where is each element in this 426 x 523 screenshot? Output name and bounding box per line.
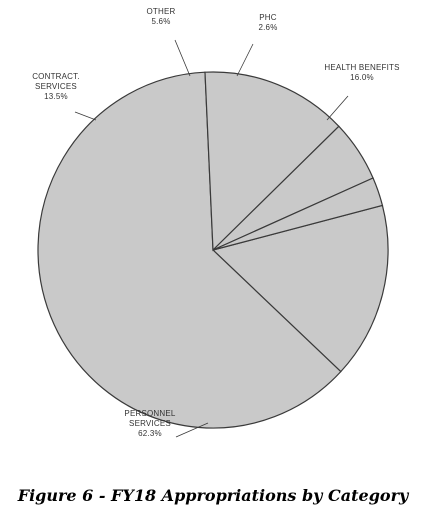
- slice-name-contract-services: SERVICES: [35, 82, 77, 91]
- leader-line-personnel-services: [175, 422, 209, 438]
- leader-line-health-benefits: [326, 95, 349, 121]
- leader-line-other: [174, 39, 191, 77]
- chart-caption: Figure 6 - FY18 Appropriations by Catego…: [17, 486, 409, 505]
- slice-percent-contract-services: 13.5%: [44, 92, 68, 101]
- slice-percent-health-benefits: 16.0%: [350, 73, 374, 82]
- slice-label-health-benefits: HEALTH BENEFITS 16.0%: [324, 63, 399, 82]
- pie-slice-personnel-services: [37, 71, 342, 429]
- slice-name-health-benefits: HEALTH BENEFITS: [324, 63, 399, 72]
- slice-label-contract-services: CONTRACT. SERVICES 13.5%: [32, 72, 80, 101]
- slice-label-other: OTHER 5.6%: [147, 7, 176, 26]
- slice-name-phc: PHC: [259, 13, 277, 22]
- pie-slice-contract-services: [204, 71, 340, 252]
- leader-line-contract-services: [74, 111, 97, 121]
- slice-name-other: OTHER: [147, 7, 176, 16]
- slice-percent-phc: 2.6%: [258, 23, 277, 32]
- slice-name-personnel-services: PERSONNEL: [124, 409, 175, 418]
- pie-slice-phc: [212, 177, 384, 251]
- slice-percent-other: 5.6%: [151, 17, 170, 26]
- pie-slice-health-benefits: [211, 204, 389, 373]
- slice-label-phc: PHC 2.6%: [258, 13, 277, 32]
- pie-chart: HEALTH BENEFITS 16.0%PERSONNEL SERVICES 62.…: [32, 7, 399, 438]
- slice-name-contract-services: CONTRACT.: [32, 72, 80, 81]
- slice-label-personnel-services: PERSONNEL SERVICES 62.3%: [124, 409, 175, 438]
- slice-percent-personnel-services: 62.3%: [138, 429, 162, 438]
- slice-name-personnel-services: SERVICES: [129, 419, 171, 428]
- leader-line-phc: [236, 43, 254, 77]
